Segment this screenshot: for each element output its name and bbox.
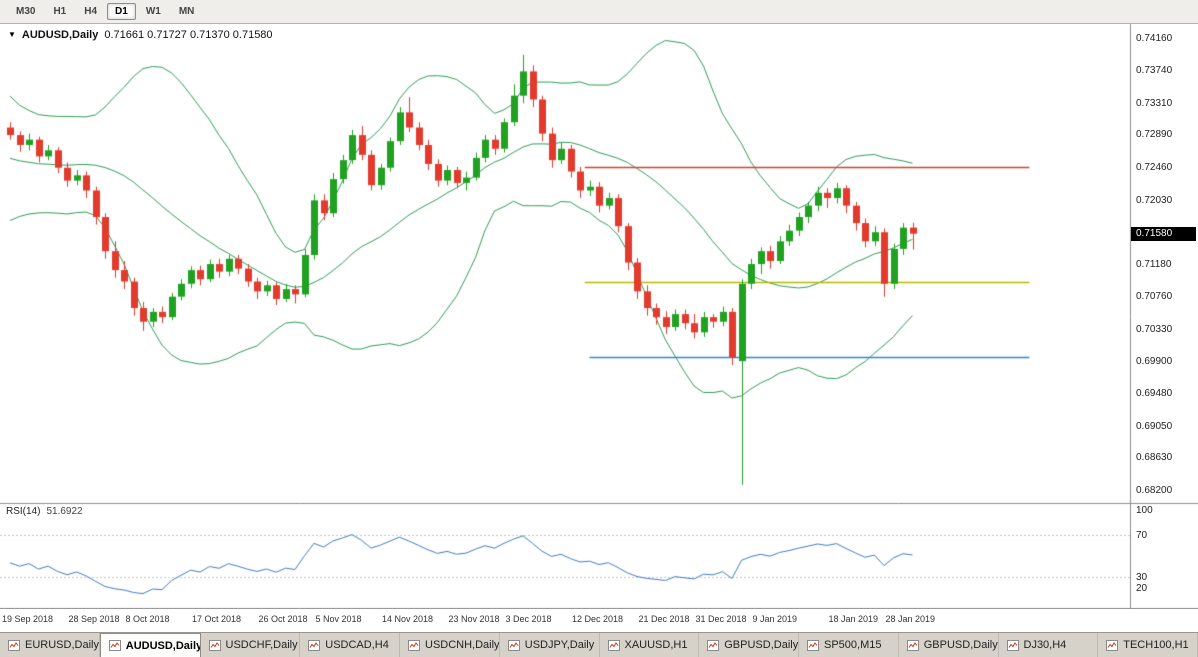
price-axis-label: 0.74160 [1136,33,1173,45]
chart-tab-label: USDJPY,Daily [524,639,595,651]
chart-tab-icon [8,639,20,651]
chart-tab-gbpusd-daily[interactable]: GBPUSD,Daily [899,633,999,657]
date-axis-label: 8 Oct 2018 [125,614,170,624]
price-axis-label: 0.72890 [1136,129,1173,141]
price-axis: 0.74160 0.73740 0.73310 0.72890 0.72460 0.720… [1130,0,1198,609]
chart-dropdown-icon[interactable]: ▼ [8,30,16,39]
chart-tab-label: EURUSD,Daily [25,639,99,651]
price-axis-label: 0.68200 [1136,485,1173,497]
chart-tab-eurusd-daily[interactable]: EURUSD,Daily [0,633,100,657]
chart-tab-icon [308,639,321,651]
rsi-indicator-label: RSI(14) 51.6922 [6,506,83,517]
date-axis-label: 23 Nov 2018 [448,614,500,624]
current-price-tag: 0.71580 [1131,226,1196,241]
date-axis-label: 18 Jan 2019 [828,614,879,624]
chart-tab-label: USDCAD,H4 [325,639,389,651]
rsi-axis-label: 70 [1136,529,1148,541]
price-axis-label: 0.73310 [1136,97,1173,109]
timeframe-button-mn[interactable]: MN [178,6,195,17]
chart-tab-sp500-m15[interactable]: SP500,M15 [799,633,899,657]
chart-tab-dj30-h4[interactable]: DJ30,H4 [999,633,1099,657]
price-chart-canvas[interactable] [0,0,1198,609]
price-axis-label: 0.73740 [1136,64,1173,76]
rsi-axis-label: 30 [1136,572,1148,584]
chart-tab-icon [408,639,420,651]
chart-title: ▼ AUDUSD,Daily 0.71661 0.71727 0.71370 0… [8,29,273,41]
chart-tab-audusd-daily[interactable]: AUDUSD,Daily [99,633,201,657]
date-axis-label: 21 Dec 2018 [638,614,690,624]
timeframe-button-h4[interactable]: H4 [84,6,98,17]
chart-tab-icon [208,639,221,651]
price-axis-label: 0.70760 [1136,290,1173,302]
chart-tab-usdcad-h4[interactable]: USDCAD,H4 [300,633,400,657]
date-axis: 19 Sep 2018 28 Sep 2018 8 Oct 2018 17 Oct 2… [0,609,1198,632]
price-axis-label: 0.69900 [1136,356,1173,368]
date-axis-label: 14 Nov 2018 [382,614,434,624]
price-axis-label: 0.71180 [1136,259,1172,271]
date-axis-label: 9 Jan 2019 [752,614,798,624]
date-axis-label: 28 Sep 2018 [68,614,120,624]
chart-tab-label: XAUUSD,H1 [624,639,688,651]
price-axis-label: 0.69480 [1136,388,1173,400]
rsi-axis-label: 100 [1136,505,1153,516]
date-axis-label: 31 Dec 2018 [695,614,747,624]
chart-tab-label: GBPUSD,Daily [923,639,998,651]
rsi-axis: 100 70 30 20 [1130,0,1198,609]
chart-tab-label: USDCHF,Daily [225,639,298,651]
price-axis-label: 0.70330 [1136,323,1173,335]
chart-tab-icon [707,639,720,651]
date-axis-label: 26 Oct 2018 [258,614,308,624]
chart-tab-usdcnh-daily[interactable]: USDCNH,Daily [400,633,500,657]
chart-tab-label: SP500,M15 [824,639,882,651]
date-axis-label: 3 Dec 2018 [505,614,552,624]
chart-tab-gbpusd-daily[interactable]: GBPUSD,Daily [699,633,799,657]
chart-tab-label: DJ30,H4 [1023,639,1067,651]
chart-tab-usdjpy-daily[interactable]: USDJPY,Daily [500,633,600,657]
price-axis-label: 0.72030 [1136,194,1173,206]
chart-tab-tech100-h1[interactable]: TECH100,H1 [1098,633,1198,657]
price-axis-label: 0.68630 [1136,452,1173,464]
price-axis-label: 0.69050 [1136,420,1173,432]
price-axis-label: 0.72460 [1136,161,1173,173]
chart-tab-icon [807,639,819,651]
rsi-name: RSI(14) [6,506,41,517]
chart-symbol: AUDUSD,Daily [21,29,99,41]
timeframe-button-m30[interactable]: M30 [16,6,36,17]
date-axis-label: 12 Dec 2018 [572,614,624,624]
date-axis-label: 5 Nov 2018 [315,614,362,624]
chart-tab-icon [607,639,620,651]
chart-tabbar: EURUSD,Daily AUDUSD,Daily USDCHF,Daily USDC… [0,632,1198,657]
chart-ohlc-values: 0.71661 0.71727 0.71370 0.71580 [104,29,273,41]
chart-tab-label: GBPUSD,Daily [724,639,799,651]
timeframe-button-w1[interactable]: W1 [145,6,161,17]
chart-tab-label: USDCNH,Daily [425,639,500,651]
chart-tab-icon [507,639,520,651]
chart-tab-label: AUDUSD,Daily [125,639,201,652]
timeframe-toolbar: M30 H1 H4 D1 W1 MN [0,0,1198,24]
chart-tab-icon [906,639,919,651]
chart-tab-icon [1006,639,1019,651]
rsi-axis-label: 20 [1136,582,1148,594]
chart-tab-xauusd-h1[interactable]: XAUUSD,H1 [600,633,700,657]
chart-tab-icon [108,640,121,651]
date-axis-label: 28 Jan 2019 [885,614,936,624]
chart-tab-usdchf-daily[interactable]: USDCHF,Daily [201,633,301,657]
date-axis-label: 17 Oct 2018 [192,614,242,624]
rsi-value: 51.6922 [46,506,83,517]
date-axis-label: 19 Sep 2018 [2,614,54,624]
timeframe-button-h1[interactable]: H1 [53,6,67,17]
chart-tab-label: TECH100,H1 [1123,639,1189,651]
timeframe-button-d1[interactable]: D1 [107,3,136,20]
chart-tab-icon [1106,639,1119,651]
